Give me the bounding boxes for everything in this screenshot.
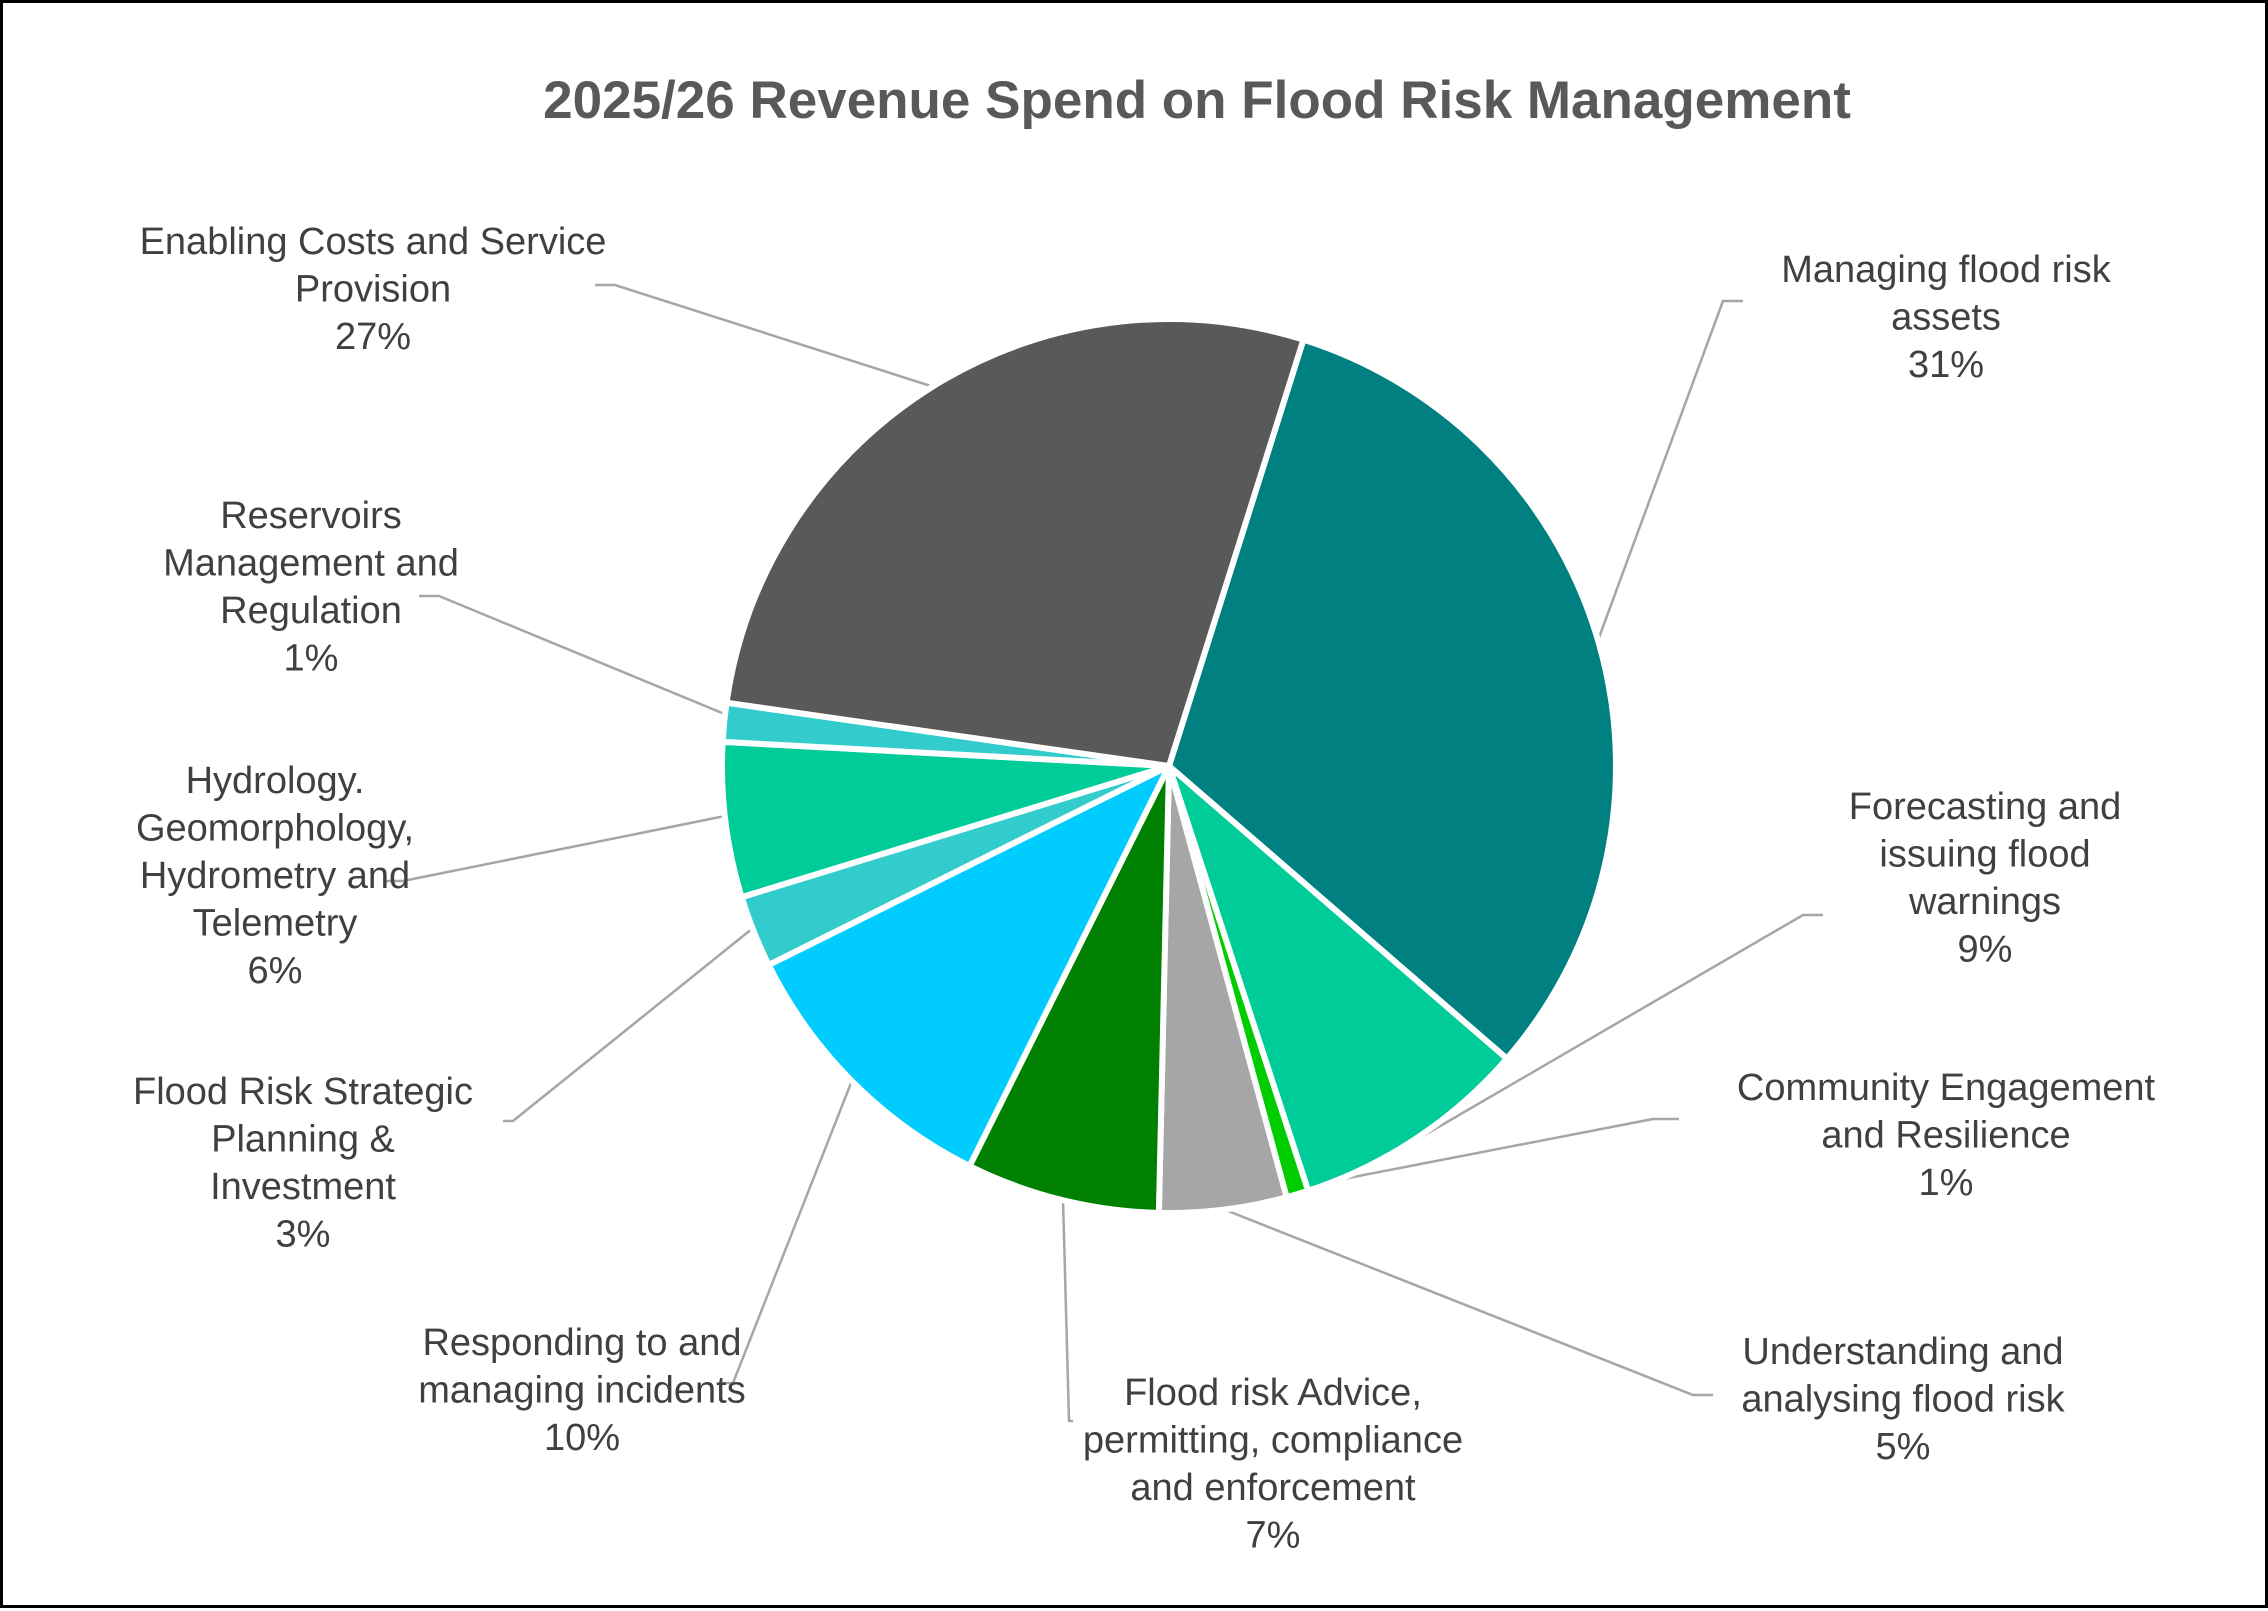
data-label-name: Responding to and xyxy=(422,1322,741,1364)
leader-line xyxy=(383,814,726,883)
data-label-name: Flood Risk Strategic xyxy=(133,1071,473,1113)
pie-slice xyxy=(1166,763,1510,1194)
pie-slice xyxy=(1166,336,1619,1062)
data-label-name: Forecasting and xyxy=(1849,786,2122,828)
data-label-name: and Resilience xyxy=(1821,1115,2070,1157)
leader-line xyxy=(723,1082,853,1385)
leader-line xyxy=(1595,299,1743,644)
data-label: Flood Risk Strategic Planning & Investment… xyxy=(133,1071,473,1256)
pie-slices xyxy=(719,316,1619,1216)
data-label-name: Enabling Costs and Service xyxy=(140,221,607,263)
leader-line xyxy=(595,283,938,390)
data-label-name: Regulation xyxy=(220,590,402,632)
data-label-percent: 1% xyxy=(1919,1162,1974,1204)
data-label-name: Managing flood risk xyxy=(1781,249,2112,291)
data-label-name: Geomorphology, xyxy=(136,808,414,850)
data-label-name: managing incidents xyxy=(418,1370,745,1412)
data-label-percent: 3% xyxy=(276,1214,331,1256)
data-label-name: and enforcement xyxy=(1130,1467,1416,1509)
data-label-name: Planning & xyxy=(211,1119,395,1161)
data-label: Managing flood risk assets 31% xyxy=(1781,249,2112,386)
data-label: Understanding and analysing flood risk 5% xyxy=(1741,1331,2065,1468)
data-label-name: Understanding and xyxy=(1742,1331,2063,1373)
data-label-name: Investment xyxy=(210,1166,396,1208)
data-label-percent: 1% xyxy=(284,638,339,680)
leader-line xyxy=(1422,913,1823,1138)
data-label: Enabling Costs and Service Provision 27% xyxy=(140,221,607,358)
data-label-percent: 6% xyxy=(248,950,303,992)
data-label-name: permitting, compliance xyxy=(1083,1420,1463,1462)
data-label: Hydrology. Geomorphology, Hydrometry and Te… xyxy=(136,760,414,992)
data-label-percent: 27% xyxy=(335,316,411,358)
data-label-name: assets xyxy=(1891,297,2001,339)
data-label-name: Flood risk Advice, xyxy=(1124,1372,1422,1414)
data-labels: Managing flood risk assets 31% Forecasting … xyxy=(133,221,2156,1557)
data-label-percent: 10% xyxy=(544,1417,620,1459)
data-label-name: issuing flood xyxy=(1879,834,2090,876)
leader-line xyxy=(419,594,728,717)
data-label-name: Management and xyxy=(163,543,459,585)
data-label-name: Hydrology. xyxy=(186,760,365,802)
leader-line xyxy=(1061,1198,1073,1423)
data-label: Responding to and managing incidents 10% xyxy=(418,1322,745,1459)
data-label: Community Engagement and Resilience 1% xyxy=(1737,1067,2156,1204)
pie-slice xyxy=(765,763,1172,1170)
data-label-percent: 7% xyxy=(1246,1515,1301,1557)
data-label-name: Community Engagement xyxy=(1737,1067,2156,1109)
pie-slice xyxy=(966,763,1172,1216)
data-label-percent: 5% xyxy=(1876,1426,1931,1468)
leader-line xyxy=(503,927,754,1123)
data-label-percent: 31% xyxy=(1908,344,1984,386)
data-label-name: Telemetry xyxy=(193,903,358,945)
data-label-name: analysing flood risk xyxy=(1741,1379,2065,1421)
data-label-name: Reservoirs xyxy=(220,495,402,537)
pie-chart: 2025/26 Revenue Spend on Flood Risk Mana… xyxy=(133,71,2156,1557)
leader-line xyxy=(1222,1207,1713,1397)
data-label-name: warnings xyxy=(1908,881,2061,923)
leader-line xyxy=(1280,1117,1679,1193)
data-label: Flood risk Advice, permitting, compliance… xyxy=(1083,1372,1463,1557)
data-label-name: Provision xyxy=(295,269,451,311)
data-label-percent: 9% xyxy=(1958,929,2013,971)
pie-slice xyxy=(723,316,1307,769)
leader-lines xyxy=(383,283,1823,1423)
chart-title: 2025/26 Revenue Spend on Flood Risk Mana… xyxy=(543,71,1851,130)
data-label-name: Hydrometry and xyxy=(140,855,410,897)
data-label: Reservoirs Management and Regulation 1% xyxy=(163,495,459,680)
pie-slice xyxy=(719,738,1172,901)
data-label: Forecasting and issuing flood warnings 9% xyxy=(1849,786,2122,971)
